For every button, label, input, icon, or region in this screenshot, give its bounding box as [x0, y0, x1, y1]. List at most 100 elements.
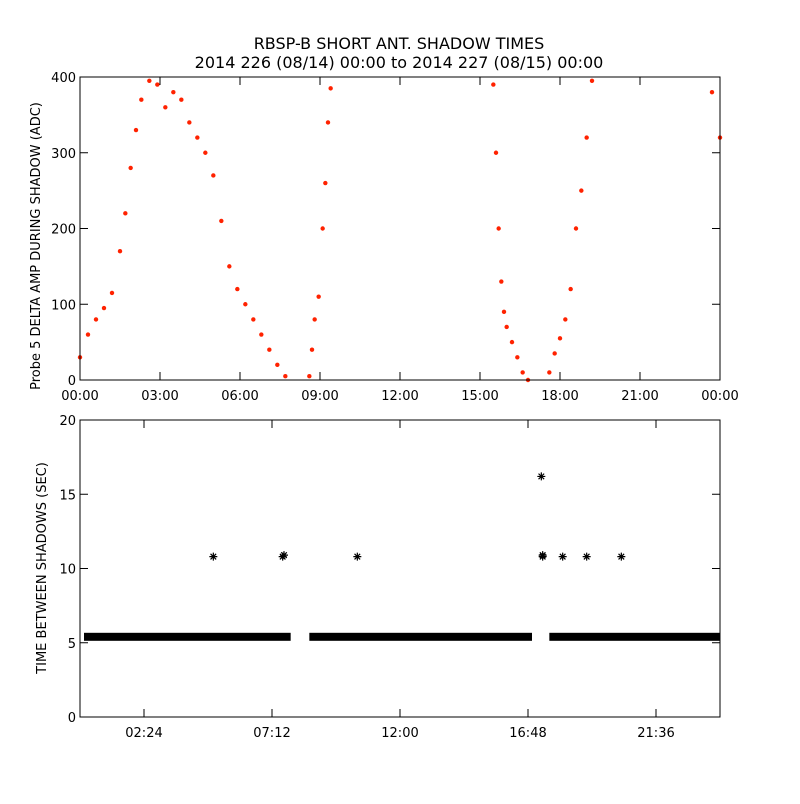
top-data-point — [547, 370, 552, 375]
top-data-point — [579, 188, 584, 193]
top-panel-points — [77, 78, 723, 383]
bottom-data-point — [280, 551, 288, 560]
top-panel-y-tick-label: 400 — [51, 71, 76, 86]
top-data-point — [552, 351, 557, 356]
top-data-point — [109, 290, 115, 296]
top-panel-y-tick-label: 100 — [51, 298, 76, 313]
top-data-point — [139, 97, 144, 102]
top-data-point — [179, 97, 184, 102]
bottom-panel-y-tick-label: 10 — [59, 563, 76, 578]
bottom-panel-y-tick-label: 5 — [68, 637, 76, 652]
top-panel-frame — [79, 76, 721, 381]
top-data-point — [557, 336, 563, 341]
bottom-panel-y-tick-label: 15 — [59, 488, 76, 503]
bottom-panel-frame — [79, 419, 721, 718]
top-panel-y-tick-label: 200 — [51, 223, 76, 238]
top-panel-x-tick-label: 15:00 — [461, 389, 498, 404]
bottom-panel-y-tick-label: 20 — [59, 414, 76, 429]
top-data-point — [496, 226, 501, 231]
top-data-point — [568, 286, 573, 292]
top-data-point — [171, 89, 176, 95]
baseline-interval-band — [309, 632, 532, 641]
bottom-panel-points — [84, 472, 720, 641]
bottom-data-point — [537, 472, 546, 481]
bottom-panel-ticks: 02:24 07:12 12:00 16:48 21:36 0 5 10 15 20 — [59, 414, 720, 741]
top-data-point — [509, 339, 515, 345]
top-data-point — [93, 317, 99, 322]
top-data-point — [235, 286, 240, 292]
top-data-point — [155, 82, 160, 87]
top-data-point — [219, 218, 224, 224]
top-data-point — [307, 374, 312, 379]
top-data-point — [501, 309, 507, 315]
top-data-point — [316, 294, 321, 299]
top-data-point — [709, 89, 715, 95]
top-data-point — [328, 86, 333, 91]
top-data-point — [283, 374, 288, 379]
top-data-point — [491, 82, 496, 87]
top-data-point — [117, 249, 123, 254]
top-data-point — [195, 135, 200, 140]
bottom-panel-x-tick-label: 16:48 — [509, 726, 546, 741]
chart-title-line-2: 2014 226 (08/14) 00:00 to 2014 227 (08/1… — [195, 53, 604, 72]
top-data-point — [312, 317, 317, 322]
top-panel-y-tick-label: 0 — [68, 374, 76, 389]
top-data-point — [133, 127, 139, 133]
baseline-interval-band — [84, 632, 291, 641]
top-data-point — [147, 78, 152, 83]
top-data-point — [267, 347, 272, 352]
top-data-point — [320, 226, 325, 231]
top-data-point — [101, 305, 107, 311]
bottom-panel-x-tick-label: 21:36 — [637, 726, 674, 741]
top-panel-x-tick-label: 00:00 — [701, 389, 738, 404]
top-data-point — [211, 173, 216, 178]
baseline-interval-band — [549, 632, 720, 641]
top-data-point — [259, 332, 264, 337]
top-panel-x-tick-label: 03:00 — [141, 389, 178, 404]
top-data-point — [275, 362, 280, 368]
top-data-point — [309, 347, 315, 352]
top-panel-x-tick-label: 18:00 — [541, 389, 578, 404]
top-data-point — [227, 264, 232, 269]
top-panel-y-tick-label: 300 — [51, 147, 76, 162]
bottom-panel-x-tick-label: 02:24 — [125, 726, 162, 741]
bottom-data-point — [209, 552, 218, 561]
top-data-point — [243, 302, 248, 307]
bottom-data-point — [538, 551, 547, 560]
bottom-panel-x-tick-label: 07:12 — [253, 726, 290, 741]
top-panel-x-tick-label: 12:00 — [381, 389, 418, 404]
top-data-point — [520, 370, 525, 375]
top-data-point — [573, 226, 579, 231]
top-data-point — [589, 78, 595, 83]
top-panel: 00:00 03:00 06:00 09:00 12:00 15:00 18:00 21:00… — [29, 71, 739, 404]
bottom-panel: 02:24 07:12 12:00 16:48 21:36 0 5 10 15 20 TIME B… — [35, 414, 721, 741]
top-data-point — [163, 105, 168, 110]
top-data-point — [325, 120, 331, 125]
top-data-point — [493, 150, 499, 155]
bottom-panel-x-tick-label: 12:00 — [381, 726, 418, 741]
top-data-point — [499, 279, 504, 284]
top-data-point — [128, 165, 133, 171]
top-data-point — [203, 150, 208, 155]
top-data-point — [85, 332, 91, 337]
top-panel-ticks: 00:00 03:00 06:00 09:00 12:00 15:00 18:00 21:00… — [51, 71, 739, 404]
top-data-point — [251, 317, 256, 322]
top-data-point — [187, 120, 192, 125]
top-panel-x-tick-label: 09:00 — [301, 389, 338, 404]
top-data-point — [123, 211, 128, 216]
top-data-point — [515, 355, 520, 360]
bottom-data-point — [617, 552, 626, 561]
bottom-panel-ylabel: TIME BETWEEN SHADOWS (SEC) — [35, 462, 50, 675]
top-data-point — [323, 180, 328, 186]
top-panel-x-tick-label: 00:00 — [61, 389, 98, 404]
bottom-data-point — [558, 552, 567, 561]
bottom-data-point — [582, 552, 591, 561]
top-panel-ylabel: Probe 5 DELTA AMP DURING SHADOW (ADC) — [29, 102, 44, 390]
bottom-data-point — [353, 552, 362, 561]
chart-title-line-1: RBSP-B SHORT ANT. SHADOW TIMES — [254, 34, 545, 53]
top-panel-x-tick-label: 21:00 — [621, 389, 658, 404]
top-data-point — [504, 324, 509, 330]
top-data-point — [563, 317, 568, 322]
